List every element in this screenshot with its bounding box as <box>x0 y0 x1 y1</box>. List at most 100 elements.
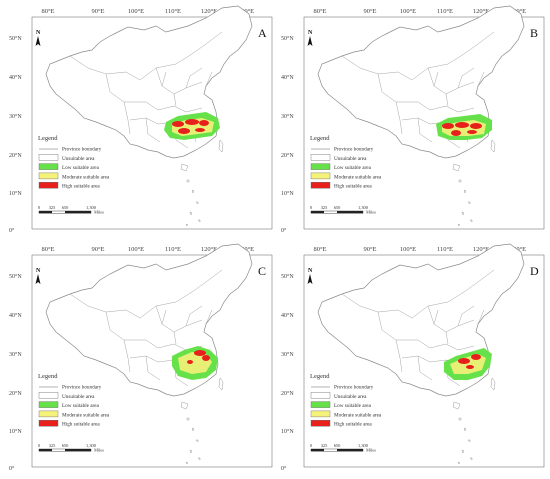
latitude-label: 40°N <box>9 74 22 81</box>
latitude-label: 40°N <box>281 74 294 81</box>
legend-item-label: Moderate suitable area <box>334 174 382 180</box>
legend-swatch <box>310 401 331 408</box>
province-boundary <box>477 309 485 325</box>
high-suitable-area <box>199 120 209 126</box>
scale-tick-label: 325 <box>321 205 328 210</box>
legend-item-label: Unsuitable area <box>334 156 367 162</box>
scale-tick-label: 1,300 <box>358 443 369 449</box>
legend-item-label: Moderate suitable area <box>62 412 110 418</box>
legend-item-label: Low suitable area <box>62 165 100 171</box>
legend-item-label: Unsuitable area <box>62 156 95 162</box>
high-suitable-area <box>466 365 474 369</box>
island <box>186 417 190 421</box>
scale-tick-label: 0 <box>310 205 313 210</box>
island <box>185 223 189 227</box>
scale-tick-label: 325 <box>49 205 56 210</box>
legend-item-label: Province boundary <box>334 147 374 153</box>
latitude-label: 0° <box>9 465 15 472</box>
high-suitable-area <box>202 355 210 361</box>
province-boundary <box>161 71 167 87</box>
legend-item-label: Province boundary <box>62 385 102 391</box>
north-arrow-icon <box>35 274 41 284</box>
province-boundary <box>457 67 475 89</box>
latitude-label: 20°N <box>281 152 294 159</box>
scale-bar-segment <box>39 449 52 452</box>
north-arrow-icon <box>307 36 313 46</box>
island <box>197 457 201 461</box>
scale-tick-label: 1,300 <box>86 205 97 211</box>
high-suitable-area <box>467 130 477 134</box>
longitude-label: 110°E <box>437 246 453 253</box>
scale-tick-label: 0 <box>310 443 313 448</box>
island <box>490 139 496 153</box>
legend-swatch <box>310 163 331 170</box>
province-boundary <box>477 71 485 87</box>
scale-bar-segment <box>311 211 324 214</box>
scale-tick-label: 650 <box>334 443 341 448</box>
island <box>467 201 471 205</box>
map-svg: 80°E90°E100°E110°E120°E130°E50°N40°N30°N… <box>9 243 273 472</box>
province-boundary <box>377 311 418 341</box>
longitude-label: 120°E <box>473 246 489 253</box>
legend-title: Legend <box>38 373 58 380</box>
province-boundary <box>411 269 495 319</box>
scale-tick-label: 0 <box>38 443 41 448</box>
latitude-label: 40°N <box>9 312 22 319</box>
province-boundary <box>445 93 449 107</box>
latitude-label: 10°N <box>9 428 22 435</box>
latitude-label: 30°N <box>9 113 22 120</box>
legend-item-label: Province boundary <box>62 147 102 153</box>
province-boundary <box>105 73 146 103</box>
province-boundary <box>123 339 131 373</box>
province-boundary <box>395 101 403 135</box>
longitude-label: 120°E <box>201 8 217 15</box>
latitude-label: 30°N <box>281 351 294 358</box>
island <box>218 377 224 391</box>
scale-bar-segment <box>337 449 363 452</box>
legend-item-label: Moderate suitable area <box>334 412 382 418</box>
scale-tick-label: 650 <box>62 205 69 210</box>
island <box>189 449 193 454</box>
high-suitable-area <box>458 358 470 364</box>
panel-label: B <box>530 26 538 40</box>
legend-swatch <box>310 419 331 427</box>
high-suitable-area <box>471 354 481 360</box>
map-svg: 80°E90°E100°E110°E120°E130°E50°N40°N30°N… <box>9 5 273 234</box>
longitude-label: 80°E <box>41 246 54 253</box>
high-suitable-area <box>451 130 461 136</box>
province-boundary <box>145 101 203 113</box>
latitude-label: 30°N <box>9 351 22 358</box>
north-arrow-label: N <box>308 268 313 274</box>
province-boundary <box>145 117 161 143</box>
map-panel-d: 80°E90°E100°E110°E120°E130°E50°N40°N30°N… <box>278 240 548 472</box>
north-arrow-label: N <box>308 30 313 36</box>
latitude-label: 50°N <box>281 35 294 42</box>
high-suitable-area <box>194 350 206 356</box>
island <box>490 377 496 391</box>
island <box>469 219 473 223</box>
legend-item-label: High suitable area <box>334 422 372 428</box>
island <box>180 163 189 172</box>
country-outline <box>45 5 253 159</box>
province-boundary <box>173 331 177 345</box>
longitude-label: 100°E <box>400 246 416 253</box>
scale-bar-segment <box>39 211 52 214</box>
island <box>186 179 190 183</box>
scale-tick-label: 325 <box>49 443 56 448</box>
province-boundary <box>411 31 495 81</box>
latitude-label: 50°N <box>281 273 294 280</box>
legend-swatch <box>310 392 331 399</box>
scale-tick-label: 650 <box>62 443 69 448</box>
island <box>463 189 467 194</box>
longitude-label: 110°E <box>165 8 181 15</box>
legend-title: Legend <box>310 135 330 142</box>
latitude-label: 10°N <box>281 190 294 197</box>
island <box>189 211 193 216</box>
province-boundary <box>457 305 475 327</box>
legend-item-label: Low suitable area <box>334 165 372 171</box>
latitude-label: 20°N <box>281 390 294 397</box>
scale-unit-label: Miles <box>366 448 376 453</box>
province-boundary <box>433 71 439 87</box>
legend-item-label: High suitable area <box>334 184 372 190</box>
legend-item-label: Low suitable area <box>62 403 100 409</box>
